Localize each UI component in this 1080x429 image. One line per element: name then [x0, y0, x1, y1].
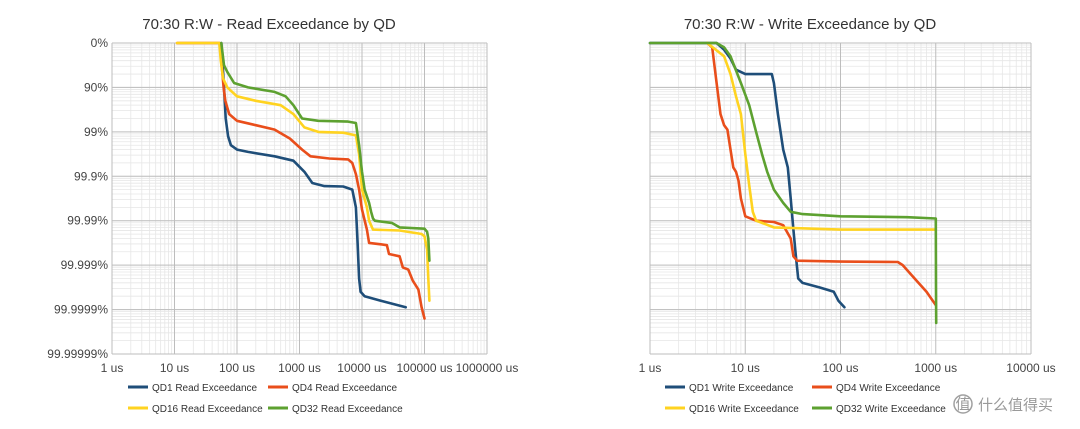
series-line-2: [705, 41, 938, 307]
y-tick-label: 99%: [84, 125, 108, 139]
x-tick-label: 10 us: [160, 361, 189, 375]
y-tick-label: 99.9%: [74, 169, 108, 183]
write-exceedance-chart: 70:30 R:W - Write Exceedance by QD 1 us 1…: [639, 16, 1056, 415]
series-line-4: [648, 41, 938, 325]
y-tick-label: 0%: [91, 36, 109, 50]
legend-label: QD32 Write Exceedance: [836, 404, 946, 415]
y-tick-label: 90%: [84, 80, 108, 94]
series-line-3: [175, 41, 431, 303]
x-tick-label: 100 us: [822, 361, 858, 375]
x-tick-label: 1000 us: [914, 361, 957, 375]
x-tick-label: 100 us: [219, 361, 255, 375]
x-tick-label: 100000 us: [396, 361, 452, 375]
watermark-text: 什么值得买: [978, 396, 1053, 414]
chart-title: 70:30 R:W - Read Exceedance by QD: [142, 16, 396, 33]
x-tick-label: 10000 us: [337, 361, 386, 375]
y-tick-label: 99.99999%: [47, 347, 108, 361]
legend-label: QD16 Write Exceedance: [689, 404, 799, 415]
y-tick-label: 99.9999%: [54, 303, 108, 317]
x-tick-label: 1000 us: [278, 361, 321, 375]
legend-label: QD1 Write Exceedance: [689, 383, 794, 394]
legend-label: QD4 Read Exceedance: [292, 383, 398, 394]
legend-label: QD16 Read Exceedance: [152, 404, 263, 415]
y-tick-label: 99.99%: [67, 214, 108, 228]
x-tick-label: 1 us: [101, 361, 124, 375]
x-tick-label: 10 us: [731, 361, 760, 375]
series-line-2: [175, 41, 426, 320]
read-exceedance-chart: 70:30 R:W - Read Exceedance by QD 1 us 10…: [47, 16, 518, 415]
series-line-1: [220, 41, 408, 309]
series-line-3: [705, 41, 938, 231]
x-tick-label: 1000000 us: [456, 361, 519, 375]
watermark-logo-glyph: 值: [955, 395, 970, 413]
x-tick-label: 10000 us: [1006, 361, 1055, 375]
y-tick-label: 99.999%: [61, 258, 109, 272]
watermark: 值 什么值得买: [953, 394, 1053, 414]
x-tick-label: 1 us: [639, 361, 662, 375]
watermark-logo-icon: [953, 394, 973, 414]
series-line-4: [220, 41, 431, 263]
legend-label: QD4 Write Exceedance: [836, 383, 941, 394]
legend-label: QD32 Read Exceedance: [292, 404, 403, 415]
legend-label: QD1 Read Exceedance: [152, 383, 258, 394]
chart-title: 70:30 R:W - Write Exceedance by QD: [684, 16, 936, 33]
